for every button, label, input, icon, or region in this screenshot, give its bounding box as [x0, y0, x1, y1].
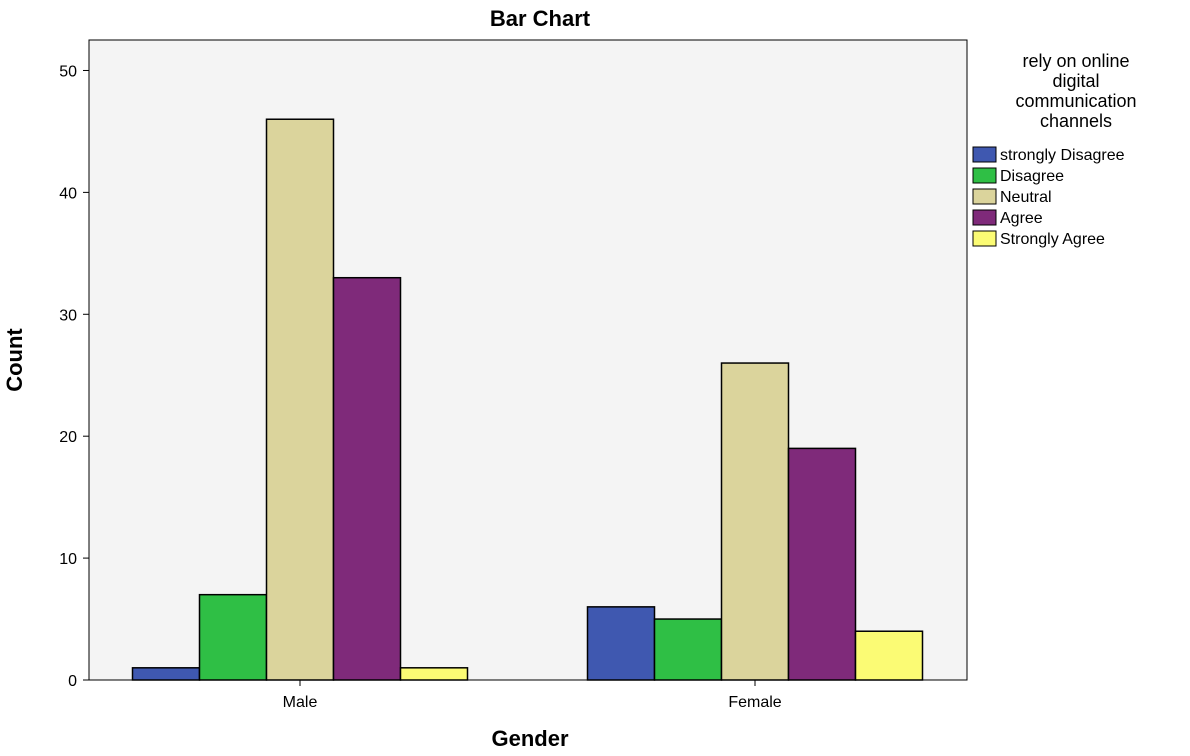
x-tick-label: Female [728, 694, 781, 711]
bars-group [131, 118, 924, 681]
y-tick-label: 20 [59, 429, 77, 446]
legend-label: Disagree [1000, 168, 1064, 185]
bar-male-agree [332, 276, 402, 681]
legend-title-line: digital [1052, 71, 1099, 91]
y-tick-label: 0 [68, 673, 77, 690]
legend: rely on onlinedigitalcommunicationchanne… [972, 51, 1137, 248]
legend-swatch [972, 230, 997, 247]
y-tick-label: 10 [59, 551, 77, 568]
x-axis: Male Female [283, 680, 782, 711]
bar-female-disagree [653, 618, 723, 681]
legend-title-line: channels [1040, 111, 1112, 131]
legend-title-line: rely on online [1022, 51, 1129, 71]
legend-swatch [972, 146, 997, 163]
bar-male-strongly-disagree [131, 667, 201, 681]
chart-title: Bar Chart [490, 6, 591, 31]
legend-swatch [972, 188, 997, 205]
x-axis-title: Gender [491, 726, 568, 751]
y-axis-title: Count [2, 328, 27, 392]
y-axis: 0 10 20 30 40 50 [59, 63, 89, 690]
legend-swatch [972, 209, 997, 226]
legend-label: Strongly Agree [1000, 231, 1105, 248]
bar-female-neutral [720, 362, 790, 681]
y-tick-label: 50 [59, 63, 77, 80]
legend-title-line: communication [1015, 91, 1136, 111]
bar-female-strongly-disagree [586, 606, 656, 681]
bar-male-disagree [198, 593, 268, 681]
y-tick-label: 40 [59, 185, 77, 202]
bar-male-strongly-agree [399, 667, 469, 681]
legend-swatch [972, 167, 997, 184]
legend-label: strongly Disagree [1000, 147, 1125, 164]
x-tick-label: Male [283, 694, 318, 711]
bar-female-strongly-agree [854, 630, 924, 681]
bar-female-agree [787, 447, 857, 681]
legend-label: Neutral [1000, 189, 1052, 206]
legend-label: Agree [1000, 210, 1043, 227]
bar-male-neutral [265, 118, 335, 681]
y-tick-label: 30 [59, 307, 77, 324]
